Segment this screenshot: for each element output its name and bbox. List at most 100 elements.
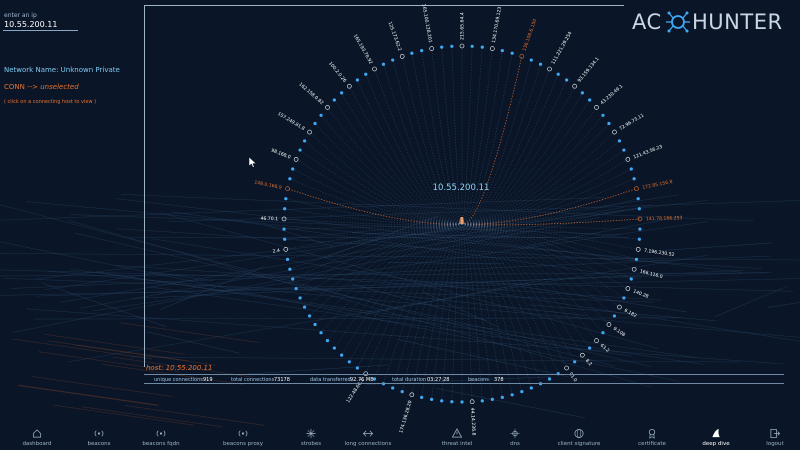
host-node[interactable]	[519, 54, 525, 59]
host-node[interactable]	[625, 286, 631, 291]
host-label-text[interactable]: 9.108	[612, 326, 626, 338]
host-node[interactable]	[283, 237, 287, 241]
host-node[interactable]	[372, 377, 377, 381]
host-node[interactable]	[319, 113, 323, 117]
host-node[interactable]	[283, 247, 289, 252]
host-node[interactable]	[588, 98, 592, 102]
host-node[interactable]	[538, 62, 543, 66]
host-node[interactable]	[281, 216, 287, 222]
host-node[interactable]	[400, 390, 404, 394]
host-node[interactable]	[612, 314, 617, 318]
host-node[interactable]	[313, 121, 317, 126]
host-label-text[interactable]: 140.28	[632, 288, 649, 299]
host-node[interactable]	[594, 105, 599, 110]
nav-dns[interactable]: dns	[477, 424, 553, 450]
host-node[interactable]	[409, 392, 415, 398]
host-label-text[interactable]: 43.230.49.1	[599, 83, 624, 106]
ip-input[interactable]	[3, 18, 78, 31]
host-node[interactable]	[634, 186, 639, 191]
host-node[interactable]	[547, 66, 552, 72]
host-node[interactable]	[459, 43, 465, 49]
host-node[interactable]	[637, 237, 641, 241]
host-node[interactable]	[363, 371, 369, 377]
host-node[interactable]	[332, 346, 336, 350]
host-node[interactable]	[291, 277, 295, 281]
host-label-text[interactable]: 72.96.73.11	[618, 112, 645, 132]
host-node[interactable]	[450, 400, 454, 404]
host-node[interactable]	[294, 286, 298, 291]
host-label-text[interactable]: 148.0.166.9	[254, 179, 282, 190]
host-node[interactable]	[510, 393, 514, 397]
host-node[interactable]	[325, 338, 330, 343]
host-node[interactable]	[529, 58, 533, 62]
host-node[interactable]	[440, 45, 444, 49]
host-node[interactable]	[580, 352, 585, 358]
host-node[interactable]	[307, 314, 312, 318]
host-node[interactable]	[631, 266, 637, 272]
host-node[interactable]	[634, 257, 639, 261]
host-label-text[interactable]: 8.2	[584, 358, 593, 367]
host-node[interactable]	[607, 121, 611, 126]
host-node[interactable]	[347, 83, 352, 89]
host-node[interactable]	[399, 54, 405, 59]
host-label-text[interactable]: 125.173.62.2	[387, 21, 403, 52]
host-label-text[interactable]: 172.85.156.8	[642, 179, 673, 191]
host-label-text[interactable]: 44.14.236.8	[469, 408, 477, 436]
host-node[interactable]	[500, 49, 504, 53]
nav-dashboard[interactable]: dashboard	[0, 424, 75, 450]
host-node[interactable]	[625, 157, 631, 162]
host-node[interactable]	[564, 365, 569, 371]
host-node[interactable]	[355, 366, 359, 370]
host-node[interactable]	[325, 105, 330, 110]
host-node[interactable]	[635, 247, 641, 252]
host-label-text[interactable]: 157.249.81.8	[276, 111, 305, 132]
host-node[interactable]	[293, 157, 299, 162]
host-node[interactable]	[302, 139, 307, 143]
host-node[interactable]	[298, 296, 302, 300]
host-node[interactable]	[622, 148, 626, 152]
host-node[interactable]	[319, 331, 323, 335]
host-node[interactable]	[632, 177, 636, 181]
host-node[interactable]	[601, 331, 605, 335]
host-node[interactable]	[429, 46, 434, 51]
host-node[interactable]	[283, 207, 287, 211]
host-label-text[interactable]: 165.193.78.92	[352, 33, 374, 65]
host-node[interactable]	[617, 139, 622, 143]
host-label-text[interactable]: 134.170.69.123	[491, 6, 503, 43]
host-node[interactable]	[490, 397, 494, 401]
host-label-text[interactable]: 91.0	[567, 371, 578, 383]
host-node[interactable]	[340, 91, 344, 95]
host-label-text[interactable]: 141.78.186.253	[646, 215, 683, 222]
host-label-text[interactable]: 136.108.6.150	[521, 18, 538, 52]
host-label-text[interactable]: 215.65.64.4	[460, 12, 466, 40]
host-node[interactable]	[510, 51, 514, 55]
host-node[interactable]	[480, 45, 484, 49]
host-node[interactable]	[391, 58, 395, 62]
host-label-text[interactable]: 162.158.0.82	[297, 82, 324, 107]
host-node[interactable]	[629, 167, 633, 171]
host-node[interactable]	[490, 46, 495, 51]
nav-strobes[interactable]: strobes	[273, 424, 349, 450]
host-node[interactable]	[285, 257, 290, 261]
host-node[interactable]	[612, 129, 617, 135]
host-node[interactable]	[636, 197, 640, 201]
host-node[interactable]	[480, 399, 484, 403]
nav-certificate[interactable]: certificate	[614, 424, 690, 450]
host-node[interactable]	[617, 304, 622, 310]
host-node[interactable]	[381, 62, 386, 66]
host-node[interactable]	[580, 91, 584, 95]
host-label-text[interactable]: 111.221.29.254	[550, 31, 573, 66]
host-node[interactable]	[573, 360, 577, 364]
host-node[interactable]	[638, 227, 642, 231]
host-node[interactable]	[565, 78, 569, 82]
host-node[interactable]	[372, 66, 377, 72]
host-node[interactable]	[547, 377, 552, 381]
host-label-text[interactable]: 93.159.134.1	[577, 56, 601, 84]
host-node[interactable]	[332, 98, 336, 102]
host-label-text[interactable]: 63.2	[599, 343, 611, 354]
host-node[interactable]	[340, 353, 344, 357]
host-node[interactable]	[529, 386, 533, 390]
host-label-text[interactable]: 98.168.0	[270, 147, 291, 160]
host-node[interactable]	[298, 148, 302, 152]
host-node[interactable]	[601, 113, 605, 117]
